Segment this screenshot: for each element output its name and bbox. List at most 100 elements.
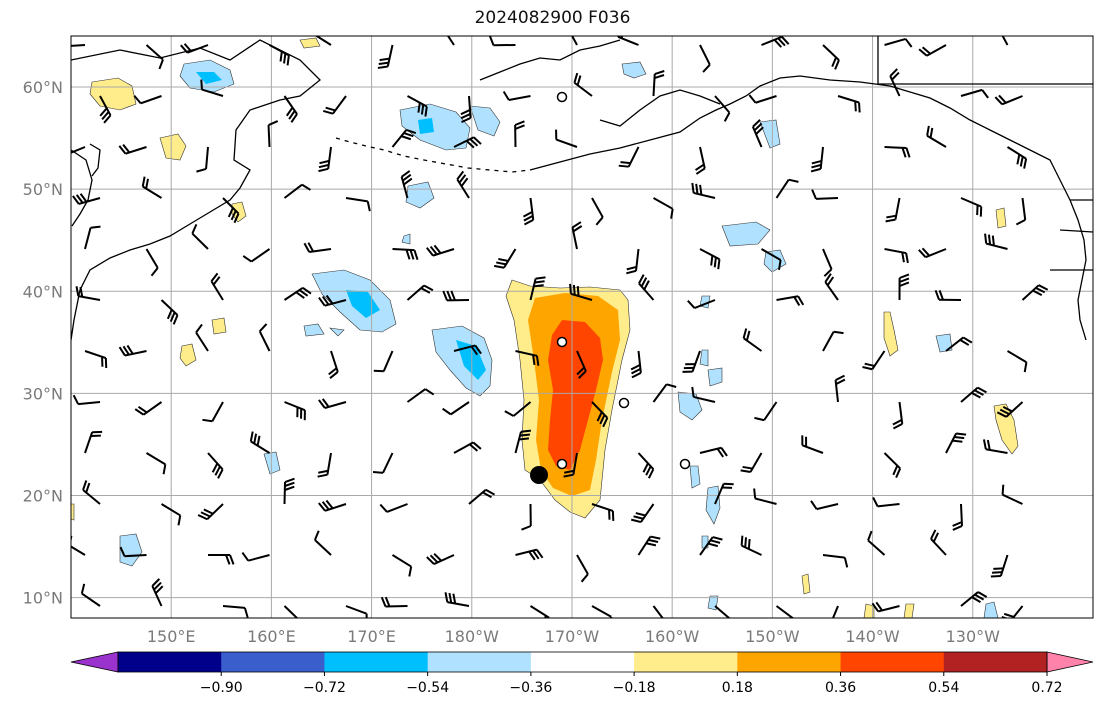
wind-barb <box>141 176 163 199</box>
wind-barb <box>71 44 86 47</box>
wind-barb <box>118 344 147 357</box>
wind-barb <box>1015 197 1027 226</box>
wind-barb <box>867 530 886 556</box>
wind-barb <box>522 197 535 226</box>
wind-barb <box>960 197 983 217</box>
wind-barb <box>918 44 947 57</box>
wind-barb <box>82 480 101 505</box>
wind-barb <box>72 193 101 205</box>
wind-barb <box>446 36 455 46</box>
wind-barb <box>884 37 913 48</box>
wind-barb <box>258 323 271 352</box>
wind-barb <box>372 452 394 474</box>
longitude-label: 170°W <box>545 627 600 646</box>
wind-barb <box>751 119 764 148</box>
latitude-labels: 60°N 50°N 40°N 30°N 20°N 10°N <box>23 78 63 608</box>
wind-barb <box>283 605 299 618</box>
wind-barb <box>380 596 408 608</box>
wind-barb <box>576 554 589 583</box>
wind-barb <box>200 79 224 97</box>
wind-barb <box>810 500 839 511</box>
wind-barb <box>775 605 795 618</box>
wind-barb <box>456 170 470 199</box>
wind-barb <box>885 197 901 223</box>
wind-barb <box>468 488 496 505</box>
wind-barb <box>952 503 964 531</box>
gridlines <box>71 36 1093 618</box>
latitude-label: 10°N <box>23 589 63 608</box>
wind-barb <box>761 36 790 48</box>
station-markers <box>530 91 691 484</box>
wind-barb <box>84 430 103 454</box>
wind-barb <box>652 383 677 403</box>
wind-barb <box>982 439 1008 454</box>
wind-barb <box>71 146 86 154</box>
colorbar-tick-label: −0.18 <box>613 680 656 696</box>
wind-barb <box>571 36 578 46</box>
wind-barb <box>740 535 762 556</box>
wind-barb <box>426 552 455 565</box>
anomaly-shading <box>71 37 1019 618</box>
wind-barb <box>653 197 674 219</box>
wind-barb <box>249 431 271 454</box>
wind-barb <box>918 247 947 259</box>
wind-barb <box>145 248 159 277</box>
wind-barb <box>80 583 101 607</box>
wind-barb <box>406 284 434 301</box>
circle-marker <box>556 91 568 103</box>
wind-barb <box>502 90 531 102</box>
colorbar-tick-label: 0.18 <box>722 680 753 696</box>
wind-barb <box>345 197 371 212</box>
wind-barb <box>571 221 583 250</box>
large-dot-marker <box>530 466 548 484</box>
wind-barb <box>197 503 224 521</box>
wind-barb <box>345 605 368 618</box>
wind-barb <box>822 44 840 70</box>
wind-barb <box>241 551 270 562</box>
wind-barb <box>191 223 209 250</box>
wind-barb <box>207 554 235 565</box>
wind-barb <box>196 146 209 173</box>
wind-barb <box>960 386 987 403</box>
wind-barb <box>1001 36 1009 46</box>
wind-barb <box>444 592 470 607</box>
wind-barb <box>862 350 886 371</box>
wind-barb <box>145 44 164 70</box>
wind-barb <box>314 36 332 46</box>
wind-barb <box>134 401 163 416</box>
wind-barb <box>514 120 525 148</box>
wind-barb <box>591 197 604 226</box>
wind-barb <box>934 289 962 301</box>
wind-barb <box>822 554 849 568</box>
wind-barb <box>994 94 1023 106</box>
wind-barb <box>754 401 778 422</box>
wind-barb <box>591 401 609 428</box>
circle-marker <box>679 458 691 470</box>
wind-barb <box>119 546 147 558</box>
wind-barb <box>695 146 706 175</box>
wind-barb <box>318 294 347 307</box>
wind-barb <box>493 248 517 269</box>
map-frame <box>70 35 1094 619</box>
longitude-label: 140°W <box>845 627 900 646</box>
wind-barb <box>400 170 413 199</box>
wind-barb <box>99 95 112 124</box>
plot-title: 2024082900 F036 <box>474 8 631 28</box>
wind-barb <box>652 605 664 618</box>
wind-barb <box>392 248 419 260</box>
wind-barb <box>145 452 167 475</box>
colorbar-tick-label: 0.54 <box>928 680 959 696</box>
colorbar-segment <box>943 652 1048 672</box>
wind-barb <box>318 398 347 409</box>
colorbar-extend-high <box>1046 651 1094 673</box>
wind-barb <box>407 95 428 117</box>
wind-barb <box>691 386 716 403</box>
wind-barb <box>283 183 312 199</box>
wind-barb <box>72 394 101 406</box>
wind-barb <box>160 299 179 325</box>
colorbar-segment <box>221 652 325 672</box>
wind-barb <box>960 591 988 607</box>
wind-barb <box>569 283 593 301</box>
